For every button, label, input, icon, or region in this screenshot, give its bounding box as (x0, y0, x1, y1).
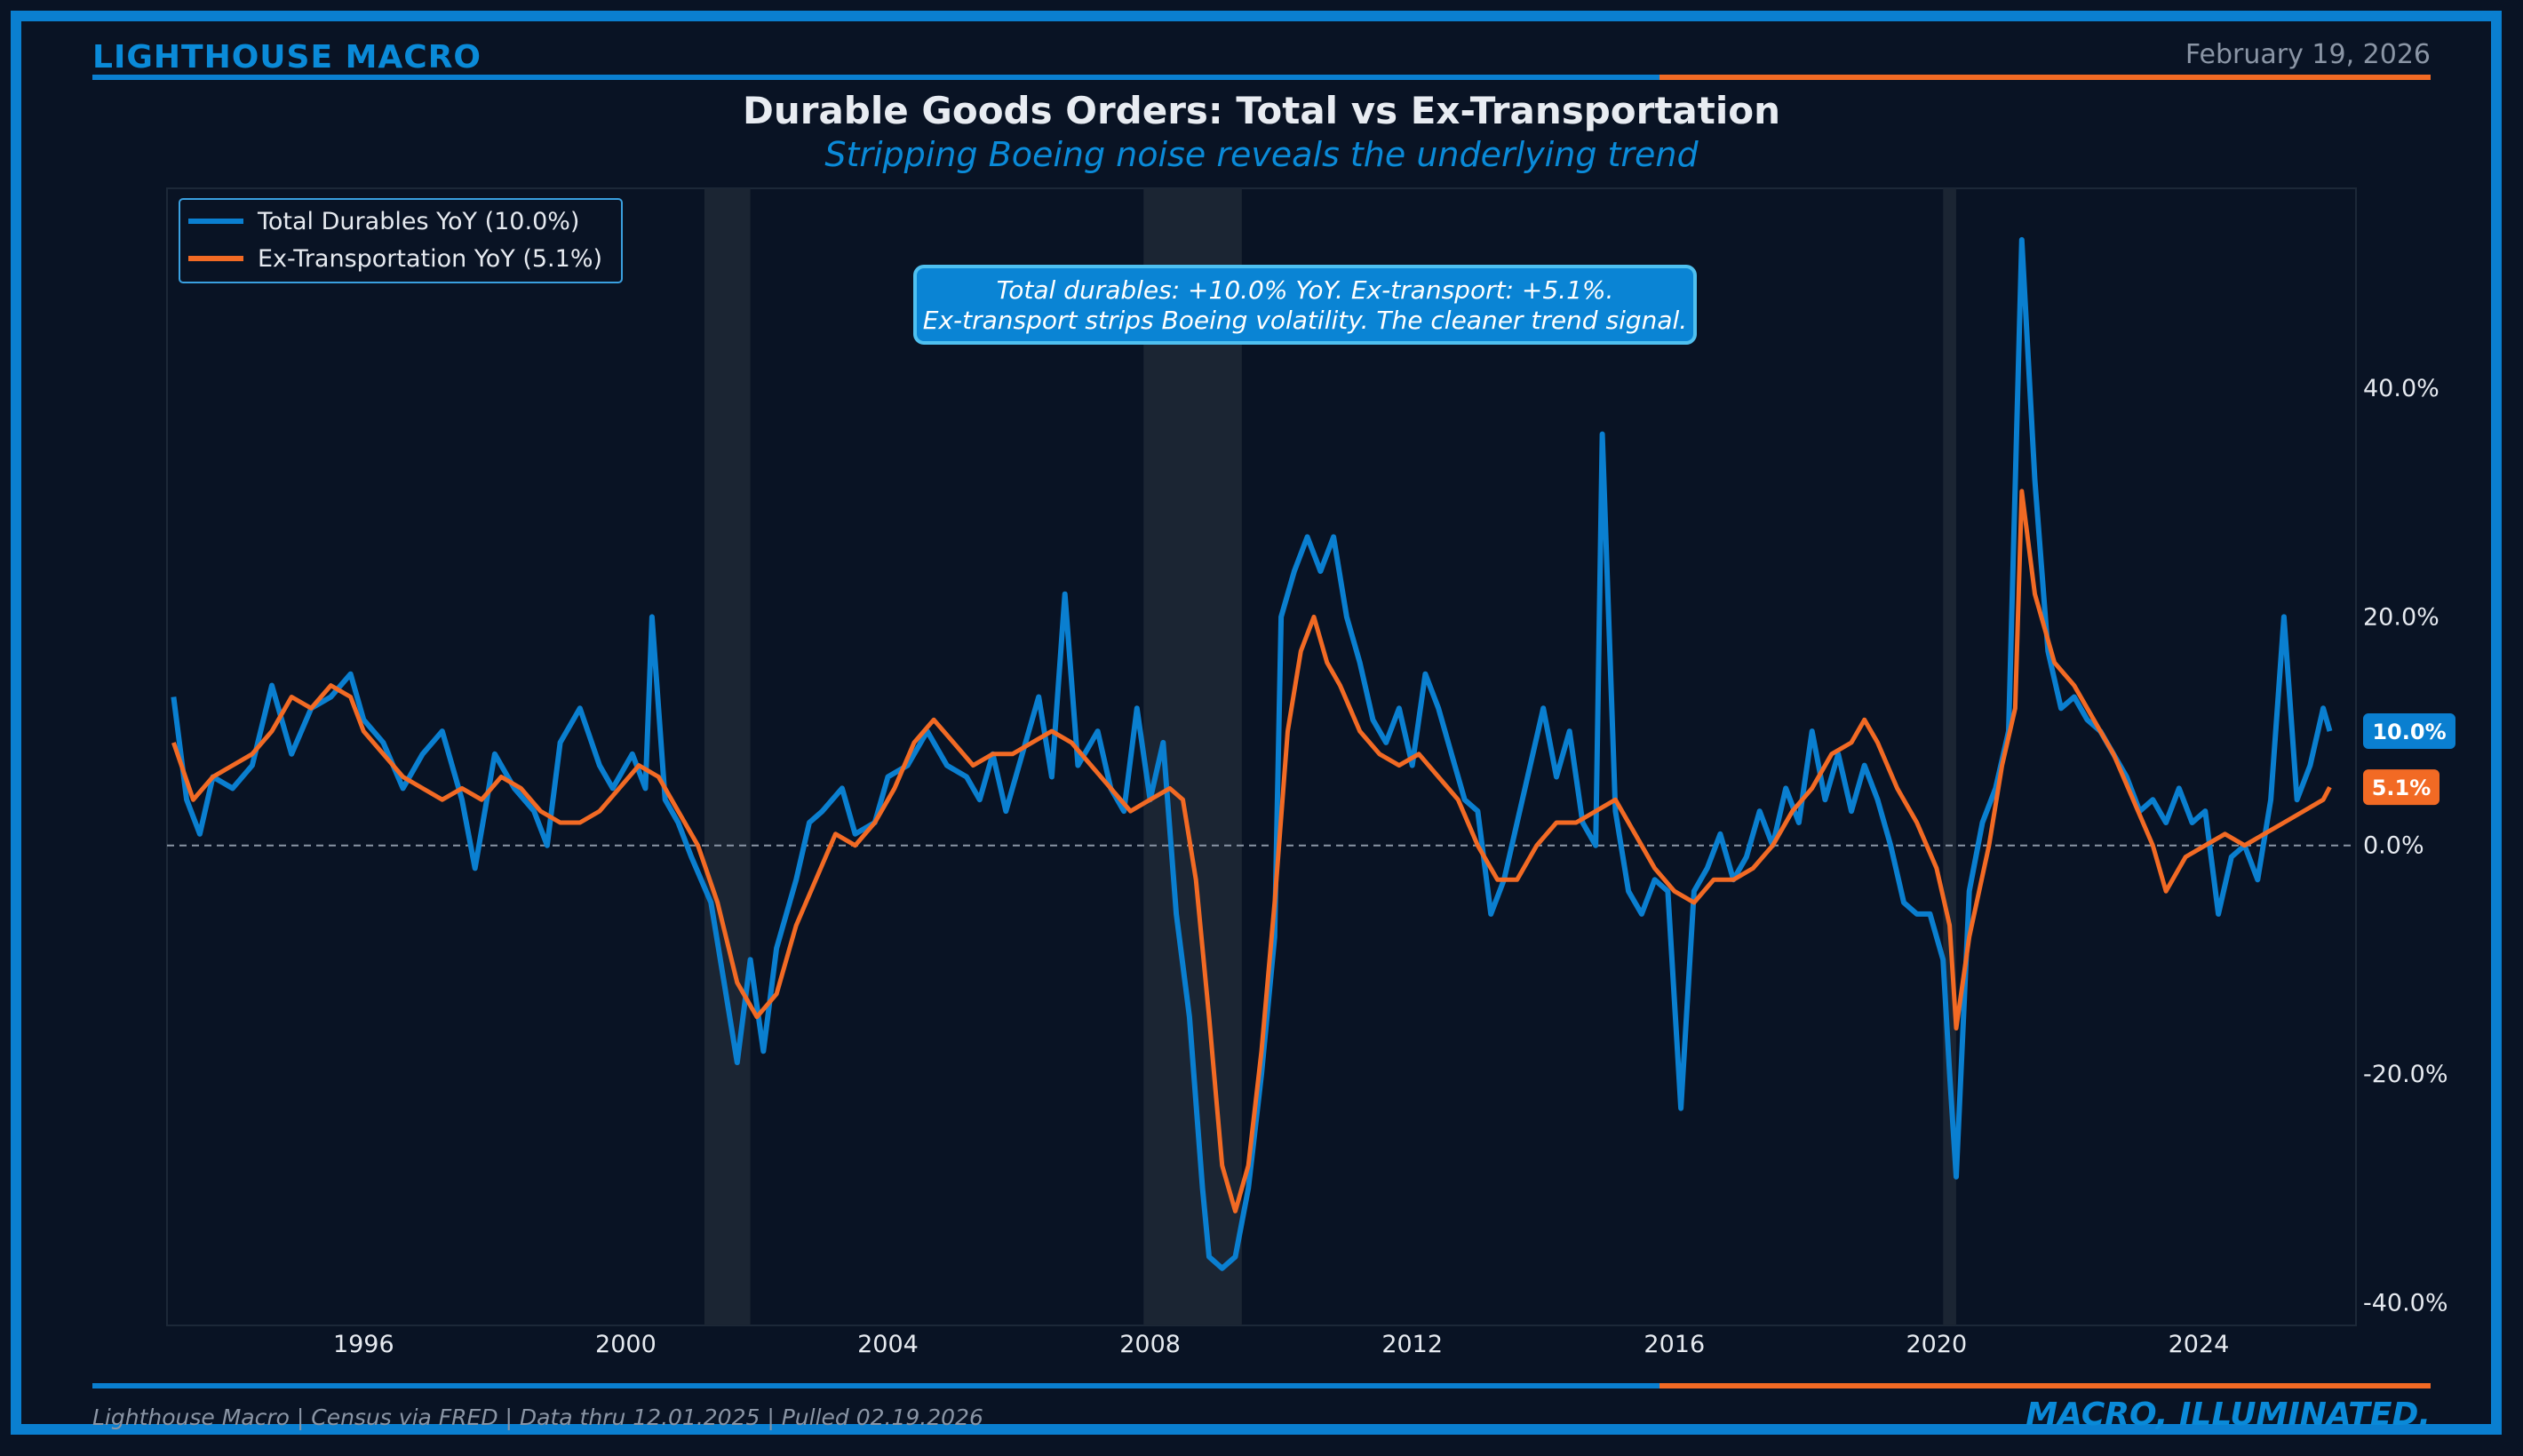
legend: Total Durables YoY (10.0%) Ex-Transporta… (179, 198, 623, 283)
y-tick-label: 40.0% (2363, 375, 2439, 402)
x-axis: 1996 2000 2004 2008 2012 2016 2020 2024 (333, 1331, 2229, 1358)
source-note: Lighthouse Macro | Census via FRED | Dat… (92, 1404, 983, 1430)
y-tick-label: 0.0% (2363, 832, 2424, 860)
end-badge-label: 5.1% (2372, 776, 2431, 800)
x-tick-label: 2012 (1381, 1331, 1443, 1358)
annotation-background (913, 265, 1697, 345)
end-badge-0 (2363, 713, 2455, 750)
legend-label-total: Total Durables YoY (10.0%) (257, 208, 579, 235)
recession-band-0 (704, 188, 751, 1325)
chart-title: Durable Goods Orders: Total vs Ex-Transp… (742, 89, 1781, 132)
x-tick-label: 2004 (857, 1331, 919, 1358)
brand-name: LIGHTHOUSE MACRO (92, 39, 482, 76)
series-line-ex-transport (171, 489, 2332, 1213)
outer-frame (11, 11, 2502, 1435)
x-tick-label: 2016 (1644, 1331, 1705, 1358)
y-tick-label: -20.0% (2363, 1061, 2448, 1088)
plot-area (166, 187, 2357, 1326)
tagline: MACRO, ILLUMINATED. (2026, 1396, 2431, 1433)
series-layer (171, 236, 2333, 1271)
bottom-rule (92, 1383, 2431, 1388)
y-tick-label: -40.0% (2363, 1289, 2448, 1317)
chart-subtitle: Stripping Boeing noise reveals the under… (824, 135, 1699, 174)
annotation-box: Total durables: +10.0% YoY. Ex-transport… (913, 265, 1697, 345)
end-badge-label: 10.0% (2372, 720, 2446, 744)
end-value-badges: 10.0% 5.1% (2363, 713, 2455, 806)
x-tick-label: 2024 (2169, 1331, 2230, 1358)
x-tick-label: 2020 (1906, 1331, 1967, 1358)
report-date: February 19, 2026 (2185, 39, 2431, 70)
x-tick-label: 2008 (1119, 1331, 1181, 1358)
y-tick-label: 20.0% (2363, 603, 2439, 631)
annotation-line-2: Ex-transport strips Boeing volatility. T… (923, 306, 1687, 335)
legend-box (179, 198, 623, 283)
y-axis: 40.0% 20.0% 0.0% -20.0% -40.0% (2363, 375, 2448, 1317)
annotation-line-1: Total durables: +10.0% YoY. Ex-transport… (997, 275, 1614, 305)
top-rule (92, 75, 2431, 80)
x-tick-label: 1996 (333, 1331, 394, 1358)
legend-label-ex-transport: Ex-Transportation YoY (5.1%) (258, 245, 602, 273)
end-badge-1 (2363, 769, 2439, 806)
x-tick-label: 2000 (595, 1331, 657, 1358)
